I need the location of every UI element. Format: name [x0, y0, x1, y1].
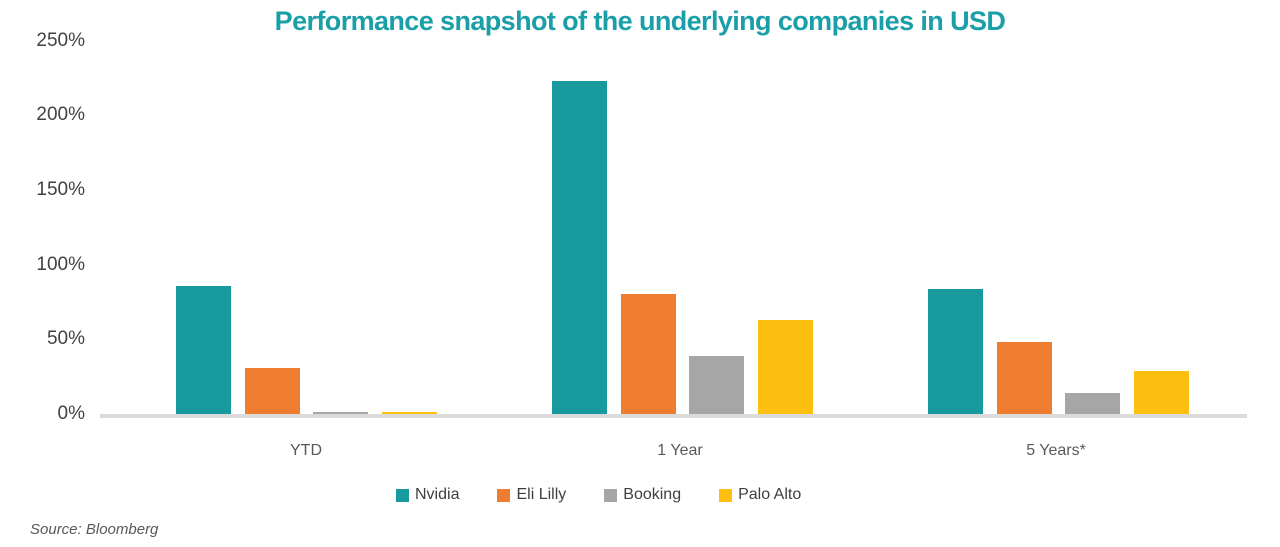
x-axis-line — [100, 414, 1247, 418]
bar-eli-lilly-1-year — [620, 294, 676, 414]
bar-eli-lilly-5-years — [996, 342, 1052, 414]
legend-swatch-icon — [497, 488, 511, 502]
legend-item-eli-lilly: Eli Lilly — [497, 486, 566, 504]
legend: Nvidia Eli Lilly Booking Palo Alto — [396, 486, 801, 504]
y-axis-tick-label: 0% — [57, 403, 85, 424]
legend-swatch-icon — [719, 488, 733, 502]
source-note: Source: Bloomberg — [30, 521, 159, 538]
bar-palo-alto-5-years — [1134, 370, 1190, 414]
y-axis-tick-label: 100% — [36, 253, 85, 275]
bar-palo-alto-1-year — [758, 319, 814, 414]
x-axis-label-ytd: YTD — [290, 442, 322, 459]
bar-booking-5-years — [1065, 393, 1121, 414]
y-axis-tick-label: 150% — [36, 178, 85, 200]
legend-label: Booking — [623, 486, 682, 503]
legend-label: Palo Alto — [738, 486, 802, 503]
legend-swatch-icon — [604, 488, 618, 502]
legend-label: Nvidia — [415, 486, 460, 503]
bar-booking-1-year — [689, 355, 745, 414]
bar-booking-ytd — [313, 411, 369, 414]
legend-item-palo-alto: Palo Alto — [719, 486, 801, 504]
legend-item-nvidia: Nvidia — [396, 486, 459, 504]
bar-nvidia-ytd — [176, 285, 231, 414]
legend-swatch-icon — [396, 488, 409, 502]
legend-item-booking: Booking — [604, 486, 681, 504]
y-axis-tick-label: 200% — [36, 104, 85, 126]
bar-eli-lilly-ytd — [244, 367, 300, 414]
bar-nvidia-1-year — [552, 80, 607, 414]
x-axis-label-5-years: 5 Years* — [1026, 442, 1086, 459]
bar-nvidia-5-years — [928, 288, 983, 414]
x-axis-label-1-year: 1 Year — [657, 442, 703, 459]
chart-title: Performance snapshot of the underlying c… — [274, 6, 1006, 36]
y-axis-tick-label: 250% — [36, 29, 85, 51]
bar-palo-alto-ytd — [382, 411, 438, 414]
y-axis-tick-label: 50% — [46, 328, 85, 350]
legend-label: Eli Lilly — [516, 486, 567, 503]
